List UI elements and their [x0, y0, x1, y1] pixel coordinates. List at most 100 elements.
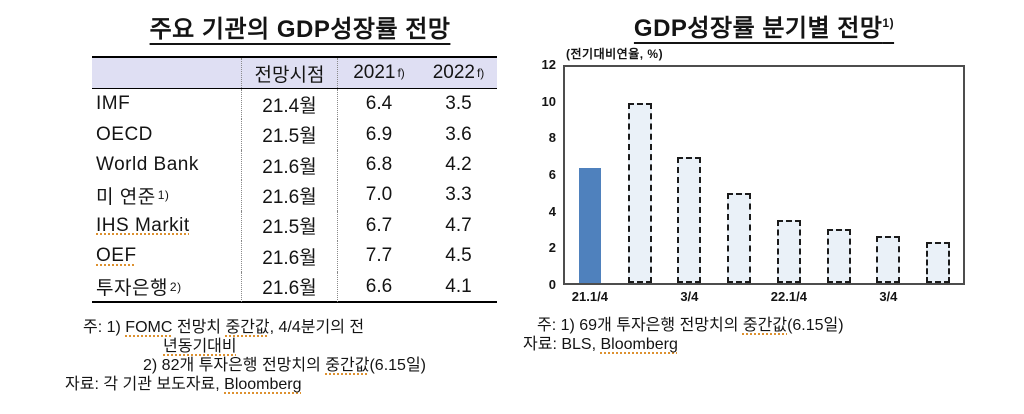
gdp-2022-cell: 4.1 [445, 275, 472, 297]
gdp-2022-cell: 4.2 [445, 154, 472, 176]
x-axis-tick-label: 3/4 [879, 289, 898, 304]
table-body: IMF 21.4월 6.4 3.5 OECD 21.5월 6.9 3.6 World Bank 2… [92, 89, 497, 302]
institution-name: IHS Markit [96, 214, 190, 236]
column-header-text: 2021 [353, 62, 396, 83]
footnote-text: 주: 1) [83, 319, 126, 336]
footnote-text: 중간값 [325, 357, 370, 374]
table-row: OEF 21.6월 7.7 4.5 [92, 241, 497, 272]
footnote-text: Bloomberg [600, 336, 678, 353]
y-axis-tick-label: 2 [548, 240, 556, 256]
footnote-line: 주: 1) FOMC 전망치 중간값, 4/4분기의 전 [83, 318, 426, 337]
right-chart-title-label: GDP성장률 분기별 전망 [633, 15, 883, 42]
forecast-date-cell: 21.4월 [241, 89, 337, 120]
column-header-text: 2022 [432, 62, 475, 83]
gdp-2022-cell: 4.7 [445, 214, 472, 236]
chart-bar-3 [677, 157, 702, 283]
institution-cell: OEF [92, 241, 241, 271]
table-row: IHS Markit 21.5월 6.7 4.7 [92, 210, 497, 242]
y-axis-tick-label: 10 [541, 93, 556, 109]
institution-name: 미 연준 [96, 186, 156, 208]
gdp-2021-cell: 7.7 [337, 241, 420, 272]
gdp-2021-cell: 6.8 [337, 149, 420, 181]
institution-name: IMF [96, 93, 131, 115]
institution-name: OEF [96, 245, 137, 267]
quarterly-gdp-bar-chart [563, 65, 965, 285]
gdp-2022-cell: 3.6 [445, 123, 472, 145]
y-axis-tick-label: 0 [548, 277, 556, 292]
footnote-text: 중간값 [742, 317, 788, 334]
footnote-text: 2) 82개 투자은행 전망치의 [143, 357, 326, 374]
footnote-line: 자료: 각 기관 보도자료, Bloomberg [65, 375, 426, 394]
footnote-text: FOMC [125, 319, 173, 336]
gdp-2022-cell: 4.5 [445, 245, 472, 267]
institution-name: OECD [96, 123, 153, 145]
gdp-forecast-table: 전망시점 2021 f) 2022 f) IMF 21.4월 6.4 3.5 OECD 21.5월… [92, 56, 497, 303]
left-footnotes: 주: 1) FOMC 전망치 중간값, 4/4분기의 전 년동기대비 2) 82개 … [60, 318, 426, 394]
gdp-2021-cell: 6.9 [337, 119, 420, 150]
right-chart-title-footnote-marker: 1) [882, 16, 895, 30]
y-axis-tick-label: 8 [548, 130, 556, 146]
footnote-text: 전망치 [172, 319, 226, 336]
x-axis-tick-label: 3/4 [680, 289, 699, 304]
footnote-text: (6.15일) [369, 357, 426, 374]
chart-bar-1 [578, 167, 601, 283]
gdp-2022-cell: 3.5 [445, 93, 472, 115]
gdp-2021-cell: 6.6 [337, 271, 420, 302]
table-row: 투자은행 2) 21.6월 6.6 4.1 [92, 271, 497, 302]
institution-cell: IMF [92, 89, 241, 119]
chart-bar-2 [627, 103, 652, 283]
table-row: OECD 21.5월 6.9 3.6 [92, 119, 497, 150]
gdp-2021-cell: 6.4 [337, 89, 420, 120]
chart-bar-5 [776, 220, 801, 283]
table-row: 미 연준 1) 21.6월 7.0 3.3 [92, 180, 497, 211]
right-chart-title-text: GDP성장률 분기별 전망1) [634, 15, 894, 42]
left-table-title: 주요 기관의 GDP성장률 전망 [95, 9, 505, 44]
chart-unit-label: (전기대비연율, %) [566, 47, 664, 61]
footnote-text: , 4/4분기의 전 [269, 319, 365, 336]
column-header-1: 전망시점 [241, 58, 337, 88]
x-axis-tick-label: 21.1/4 [571, 289, 608, 304]
institution-cell: OECD [92, 119, 241, 149]
column-header-3: 2022 f) [432, 62, 485, 83]
footnote-text: 자료: 각 기관 보도자료, [65, 376, 225, 393]
institution-cell: World Bank [92, 150, 241, 180]
footnote-text: Bloomberg [224, 376, 302, 393]
gdp-2021-cell: 6.7 [337, 210, 420, 242]
forecast-date-cell: 21.6월 [241, 149, 337, 181]
institution-cell: IHS Markit [92, 211, 241, 241]
footnote-text: 주: 1) 69개 투자은행 전망치의 [537, 317, 743, 334]
left-table-title-text: 주요 기관의 GDP성장률 전망 [149, 16, 451, 43]
footnote-line: 년동기대비 [163, 337, 426, 356]
y-axis-tick-label: 6 [548, 167, 556, 182]
column-header-0 [92, 58, 241, 88]
forecast-date-cell: 21.5월 [241, 119, 337, 150]
institution-name: 투자은행 [96, 278, 168, 300]
footnote-text: 자료: BLS, [523, 336, 601, 353]
forecast-date-cell: 21.6월 [241, 241, 337, 272]
right-footnotes: 주: 1) 69개 투자은행 전망치의 중간값(6.15일) 자료: BLS, B… [523, 316, 844, 354]
table-row: IMF 21.4월 6.4 3.5 [92, 89, 497, 120]
y-axis-tick-label: 4 [548, 203, 556, 219]
footnote-line: 2) 82개 투자은행 전망치의 중간값(6.15일) [143, 356, 426, 375]
forecast-date-cell: 21.5월 [241, 210, 337, 242]
chart-bar-4 [727, 193, 752, 283]
column-header-text: 전망시점 [254, 64, 325, 86]
gdp-2022-cell: 3.3 [445, 184, 472, 206]
gdp-2021-cell: 7.0 [337, 180, 420, 211]
chart-bar-7 [876, 236, 901, 283]
column-header-2: 2021 f) [337, 58, 420, 88]
institution-cell: 투자은행 2) [92, 272, 241, 302]
footnote-line: 자료: BLS, Bloomberg [523, 335, 844, 354]
table-header-row: 전망시점 2021 f) 2022 f) [92, 58, 497, 89]
chart-bar-8 [926, 241, 951, 283]
right-chart-title: GDP성장률 분기별 전망1) [563, 8, 965, 43]
chart-bar-6 [826, 229, 851, 283]
institution-name: World Bank [96, 154, 199, 176]
footnote-text: (6.15일) [787, 317, 844, 334]
institution-cell: 미 연준 1) [92, 180, 241, 210]
footnote-line: 주: 1) 69개 투자은행 전망치의 중간값(6.15일) [537, 316, 844, 335]
x-axis-tick-label: 22.1/4 [770, 289, 807, 304]
forecast-date-cell: 21.6월 [241, 180, 337, 211]
footnote-text: 중간값 [225, 319, 270, 336]
